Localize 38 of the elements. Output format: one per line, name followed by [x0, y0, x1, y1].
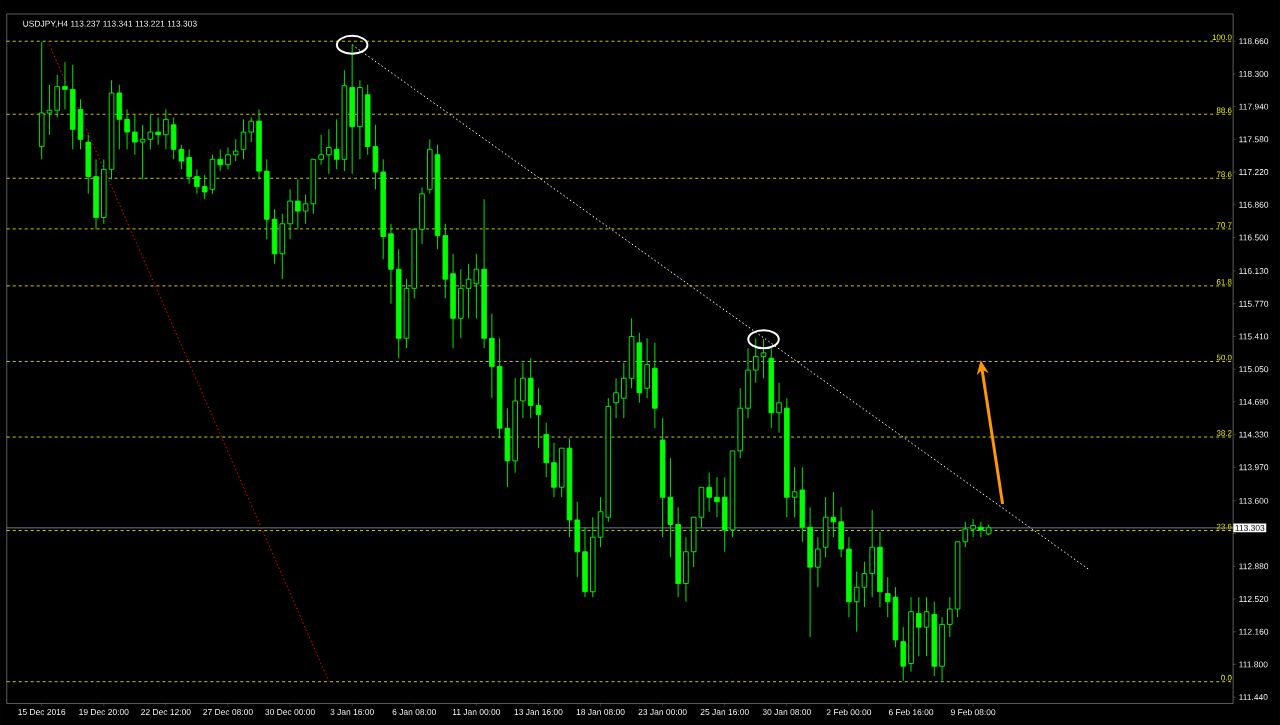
y-tick-label: 115.410 [1239, 333, 1269, 340]
x-tick-label: 30 Jan 08:00 [762, 708, 811, 715]
y-tick-label: 117.940 [1239, 103, 1269, 110]
x-tick-label: 13 Jan 16:00 [514, 708, 563, 715]
y-tick-label: 111.440 [1239, 693, 1268, 700]
y-tick-label: 118.300 [1239, 70, 1269, 77]
y-tick-label: 116.130 [1239, 267, 1269, 274]
y-tick-label: 114.690 [1239, 398, 1269, 405]
y-tick-label: 116.860 [1239, 201, 1269, 208]
x-tick-label: 6 Jan 08:00 [392, 708, 436, 715]
y-tick-label: 117.220 [1239, 168, 1269, 175]
x-tick-label: 22 Dec 12:00 [141, 708, 191, 715]
y-tick-label: 115.050 [1239, 365, 1269, 372]
y-tick-label: 117.580 [1239, 136, 1269, 143]
x-tick-label: 23 Jan 00:00 [638, 708, 687, 715]
x-tick-label: 6 Feb 16:00 [888, 708, 934, 715]
x-tick-label: 27 Dec 08:00 [203, 708, 253, 715]
x-tick-label: 9 Feb 08:00 [950, 708, 996, 715]
y-tick-label: 112.880 [1239, 563, 1269, 570]
x-tick-label: 19 Dec 20:00 [79, 708, 129, 715]
x-tick-label: 11 Jan 00:00 [452, 708, 501, 715]
y-tick-label: 111.800 [1239, 661, 1268, 668]
y-tick-label: 116.500 [1239, 234, 1269, 241]
x-tick-label: 3 Jan 16:00 [330, 708, 374, 715]
y-tick-label: 113.600 [1239, 497, 1269, 504]
y-tick-label: 118.660 [1239, 38, 1269, 44]
x-tick-label: 18 Jan 08:00 [576, 708, 625, 715]
ref-line-label: 113.303 [1235, 524, 1265, 531]
x-tick-label: 15 Dec 2016 [18, 708, 66, 715]
x-tick-label: 30 Dec 00:00 [265, 708, 315, 715]
y-tick-label: 114.330 [1239, 431, 1269, 438]
y-tick-label: 115.770 [1239, 300, 1269, 307]
text: USDJPY,H4 113.237 113.341 113.221 113.303 [23, 20, 197, 28]
y-tick-label: 112.160 [1239, 628, 1269, 635]
x-tick-label: 25 Jan 16:00 [700, 708, 749, 715]
x-tick-label: 2 Feb 00:00 [826, 708, 872, 715]
y-tick-label: 113.970 [1239, 464, 1269, 471]
y-tick-label: 112.520 [1239, 595, 1269, 602]
